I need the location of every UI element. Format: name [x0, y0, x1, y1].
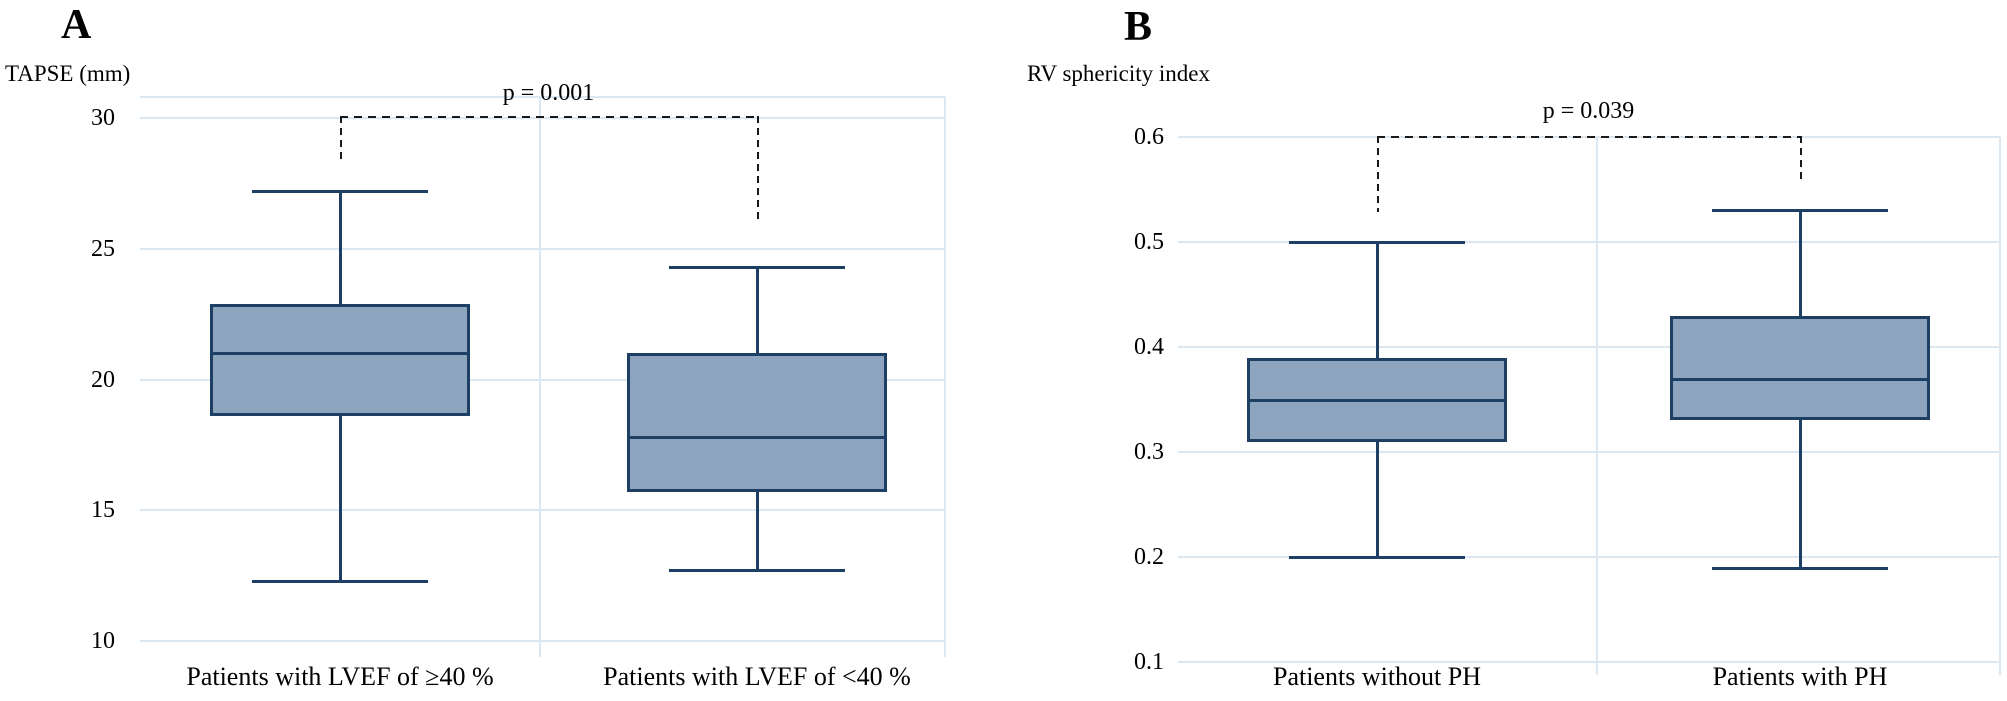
panel-b-y-axis-title: RV sphericity index: [1027, 61, 1210, 86]
median-line: [627, 436, 887, 439]
median-line: [210, 352, 470, 355]
gridline: [140, 379, 945, 381]
p-value-label: p = 0.001: [502, 80, 595, 106]
y-tick-label: 15: [91, 497, 115, 523]
whisker-upper-stem: [339, 191, 342, 304]
iqr-box: [1670, 316, 1930, 420]
whisker-cap-top: [1712, 209, 1888, 212]
whisker-cap-bottom: [1289, 556, 1465, 559]
whisker-cap-bottom: [252, 580, 428, 583]
significance-bracket-top: [1377, 136, 1802, 138]
y-tick-label: 0.1: [1134, 649, 1164, 675]
whisker-cap-bottom: [1712, 567, 1888, 570]
gridline: [140, 117, 945, 119]
x-category-label: Patients with PH: [1712, 662, 1888, 691]
y-tick-label: 0.6: [1134, 124, 1164, 150]
significance-bracket-top: [340, 116, 759, 118]
significance-bracket-right-drop: [757, 116, 759, 220]
p-value-label: p = 0.039: [1542, 98, 1635, 124]
y-tick-label: 0.3: [1134, 439, 1164, 465]
panel-b-letter: B: [1124, 4, 1153, 50]
median-line: [1670, 378, 1930, 381]
whisker-upper-stem: [1376, 242, 1379, 358]
y-tick-label: 30: [91, 105, 115, 131]
y-tick-label: 20: [91, 367, 115, 393]
y-tick-label: 0.4: [1134, 334, 1164, 360]
significance-bracket-left-drop: [1377, 136, 1379, 212]
y-tick-label: 10: [91, 628, 115, 654]
gridline: [1178, 661, 2000, 663]
gridline: [140, 640, 945, 642]
x-category-label: Patients with LVEF of <40 %: [603, 662, 911, 691]
whisker-lower-stem: [1799, 420, 1802, 568]
x-category-label: Patients with LVEF of ≥40 %: [186, 662, 494, 691]
whisker-cap-top: [252, 190, 428, 193]
y-tick-label: 0.5: [1134, 229, 1164, 255]
x-category-label: Patients without PH: [1272, 662, 1481, 691]
significance-bracket-left-drop: [340, 116, 342, 164]
iqr-box: [627, 353, 887, 492]
plot-top-border: [140, 96, 945, 98]
y-tick-label: 25: [91, 236, 115, 262]
gridline: [1178, 556, 2000, 558]
category-divider: [539, 97, 541, 657]
category-divider: [1596, 137, 1598, 675]
gridline: [1178, 346, 2000, 348]
panel-a-y-axis-title: TAPSE (mm): [5, 61, 131, 86]
median-line: [1247, 399, 1507, 402]
whisker-cap-bottom: [669, 569, 845, 572]
whisker-upper-stem: [1799, 210, 1802, 316]
gridline: [1178, 241, 2000, 243]
gridline: [140, 509, 945, 511]
y-tick-label: 0.2: [1134, 544, 1164, 570]
whisker-lower-stem: [1376, 442, 1379, 557]
gridline: [1178, 451, 2000, 453]
whisker-lower-stem: [339, 416, 342, 581]
gridline: [140, 248, 945, 250]
whisker-upper-stem: [756, 267, 759, 353]
whisker-lower-stem: [756, 492, 759, 570]
plot-right-border: [944, 97, 946, 657]
iqr-box: [210, 304, 470, 416]
plot-right-border: [1999, 137, 2001, 675]
panel-a-letter: A: [61, 2, 92, 48]
significance-bracket-right-drop: [1800, 136, 1802, 181]
whisker-cap-top: [669, 266, 845, 269]
whisker-cap-top: [1289, 241, 1465, 244]
